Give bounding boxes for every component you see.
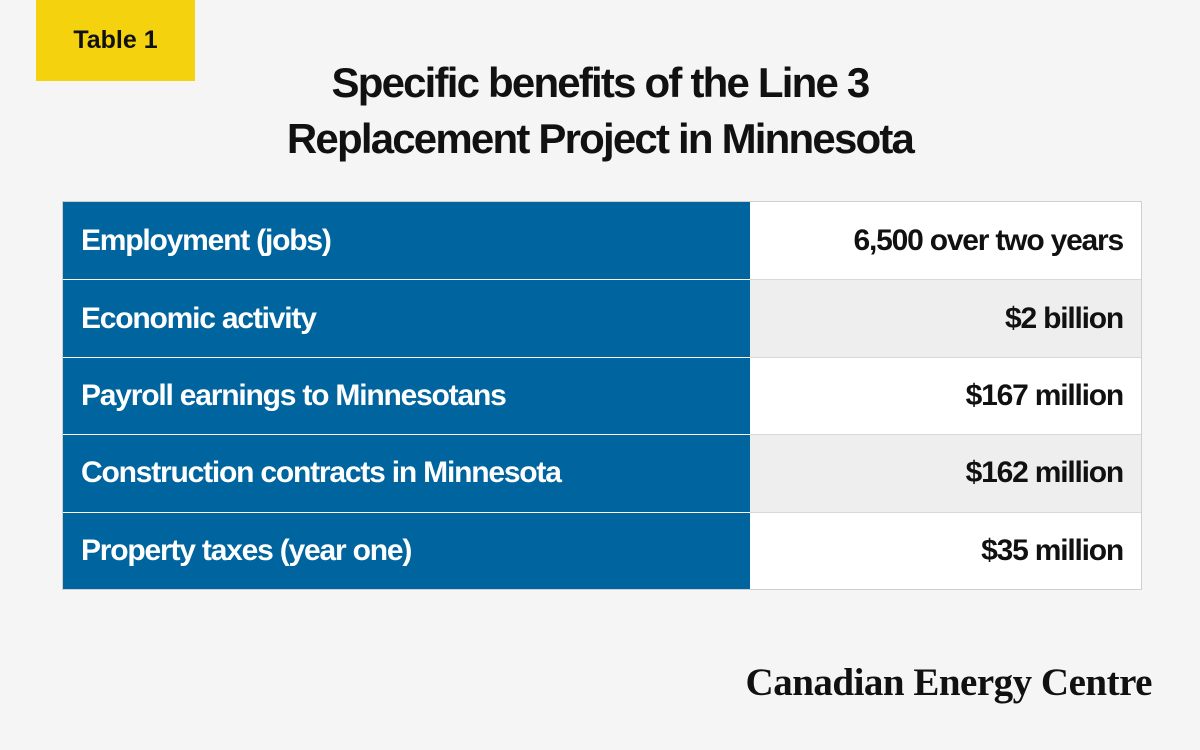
row-value: 6,500 over two years [750,202,1141,280]
row-label: Property taxes (year one) [63,511,750,589]
row-value: $162 million [750,434,1141,512]
row-label: Payroll earnings to Minnesotans [63,356,750,435]
table-title: Specific benefits of the Line 3 Replacem… [150,55,1050,167]
table-row: Construction contracts in Minnesota $162 … [63,434,1141,512]
brand-logo-text: Canadian Energy Centre [745,661,1153,704]
table-title-line-2: Replacement Project in Minnesota [286,115,915,162]
benefits-table: Employment (jobs) 6,500 over two years Eco… [62,201,1142,590]
table-title-line-1: Specific benefits of the Line 3 [331,59,871,106]
row-label: Construction contracts in Minnesota [63,434,750,512]
table-row: Payroll earnings to Minnesotans $167 mill… [63,356,1141,435]
table-number-badge: Table 1 [36,0,195,81]
row-value: $167 million [750,356,1141,435]
row-value: $2 billion [750,279,1141,357]
row-label: Employment (jobs) [63,202,750,280]
table-row: Property taxes (year one) $35 million [63,511,1141,589]
table-row: Employment (jobs) 6,500 over two years [63,202,1141,280]
row-value: $35 million [750,511,1141,589]
row-label: Economic activity [63,279,750,357]
table-row: Economic activity $2 billion [63,279,1141,357]
